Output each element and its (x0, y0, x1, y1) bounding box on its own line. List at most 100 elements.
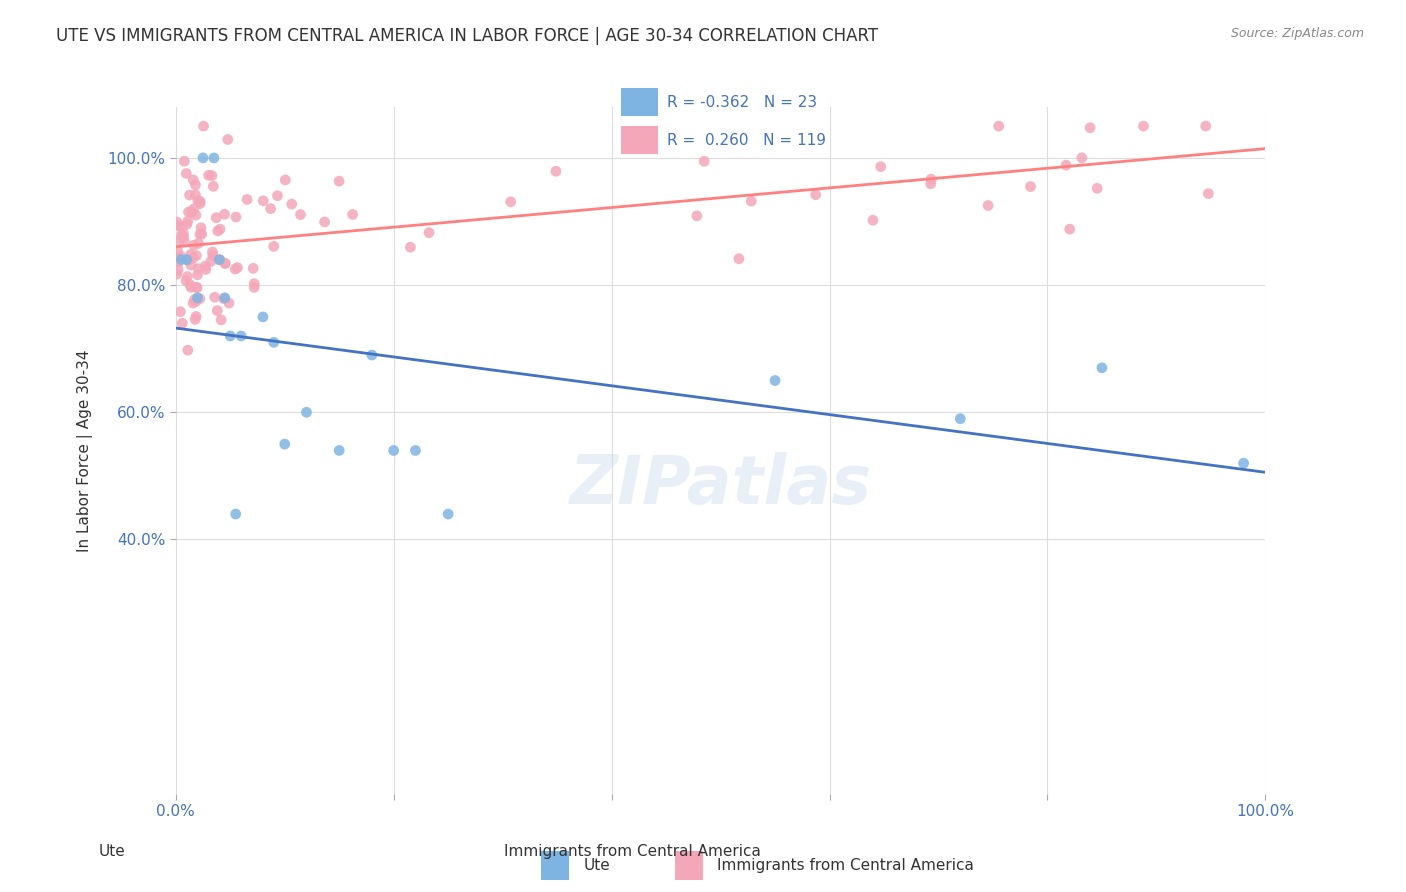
Point (499, 194, 522, 209)
Point (208, 222, 231, 236)
Point (219, 329, 242, 343)
Point (176, 252, 198, 267)
Point (167, 262, 190, 277)
Point (236, 193, 259, 207)
Point (167, 234, 190, 248)
Point (193, 119, 215, 133)
Point (624, 130, 647, 145)
Point (194, 259, 217, 273)
Point (252, 194, 274, 208)
Point (266, 188, 288, 202)
Point (181, 173, 204, 187)
Point (183, 202, 205, 216)
Point (224, 262, 246, 277)
Point (328, 174, 350, 188)
Point (243, 280, 266, 294)
Point (201, 169, 224, 183)
Point (169, 249, 191, 263)
Point (207, 303, 229, 318)
Text: UTE VS IMMIGRANTS FROM CENTRAL AMERICA IN LABOR FORCE | AGE 30-34 CORRELATION CH: UTE VS IMMIGRANTS FROM CENTRAL AMERICA I… (56, 27, 879, 45)
Point (170, 252, 193, 267)
Point (263, 335, 285, 350)
Point (191, 151, 214, 165)
Point (259, 202, 281, 216)
Point (207, 224, 229, 238)
Point (242, 261, 264, 276)
Point (204, 290, 226, 304)
Point (170, 227, 193, 242)
Point (176, 269, 198, 284)
Point (295, 405, 318, 419)
Point (214, 256, 236, 270)
Point (212, 292, 235, 306)
Point (1197, 186, 1219, 201)
Point (862, 213, 884, 227)
Point (187, 194, 209, 208)
Point (186, 280, 208, 294)
Point (197, 168, 219, 182)
Point (172, 226, 194, 240)
Point (214, 256, 236, 270)
Text: Source: ZipAtlas.com: Source: ZipAtlas.com (1230, 27, 1364, 40)
Point (180, 280, 202, 294)
Point (166, 267, 188, 281)
Text: Immigrants from Central America: Immigrants from Central America (505, 845, 761, 859)
Point (184, 178, 207, 192)
Point (977, 198, 1000, 212)
Point (208, 252, 231, 267)
Point (180, 258, 202, 272)
Point (177, 214, 200, 228)
Point (181, 296, 204, 310)
Point (174, 274, 197, 288)
Point (1054, 158, 1077, 172)
Point (184, 187, 207, 202)
Point (184, 208, 207, 222)
Point (179, 188, 201, 202)
Point (920, 177, 942, 191)
Point (173, 235, 195, 249)
Text: ZIPatlas: ZIPatlas (569, 452, 872, 517)
Point (166, 244, 188, 258)
Point (188, 194, 211, 209)
Point (181, 251, 204, 265)
Point (180, 247, 202, 261)
Point (252, 310, 274, 324)
Point (437, 507, 460, 521)
Point (179, 277, 201, 292)
Point (274, 173, 297, 187)
Point (1195, 119, 1218, 133)
Point (214, 291, 236, 305)
Point (188, 227, 211, 242)
Text: Ute: Ute (98, 845, 127, 859)
Point (869, 160, 891, 174)
Point (167, 255, 190, 269)
Point (693, 154, 716, 169)
Point (243, 277, 266, 291)
Text: Immigrants from Central America: Immigrants from Central America (717, 858, 974, 872)
Point (190, 227, 212, 241)
Point (176, 166, 198, 180)
Point (218, 296, 240, 310)
Point (202, 151, 225, 165)
Point (184, 310, 207, 324)
Point (225, 210, 247, 224)
Point (1091, 360, 1114, 375)
Point (167, 219, 190, 233)
Point (173, 229, 195, 244)
Point (418, 226, 440, 240)
Text: R = -0.362   N = 23: R = -0.362 N = 23 (668, 95, 817, 111)
Point (201, 245, 224, 260)
Point (1019, 179, 1042, 194)
Y-axis label: In Labor Force | Age 30-34: In Labor Force | Age 30-34 (77, 349, 93, 552)
Point (740, 194, 762, 208)
Text: Ute: Ute (583, 858, 610, 872)
Point (169, 219, 191, 233)
Point (187, 236, 209, 251)
Point (180, 205, 202, 219)
Point (399, 240, 422, 254)
Point (183, 293, 205, 307)
Point (177, 205, 200, 219)
Point (176, 217, 198, 231)
Point (217, 132, 239, 146)
Point (187, 261, 209, 276)
